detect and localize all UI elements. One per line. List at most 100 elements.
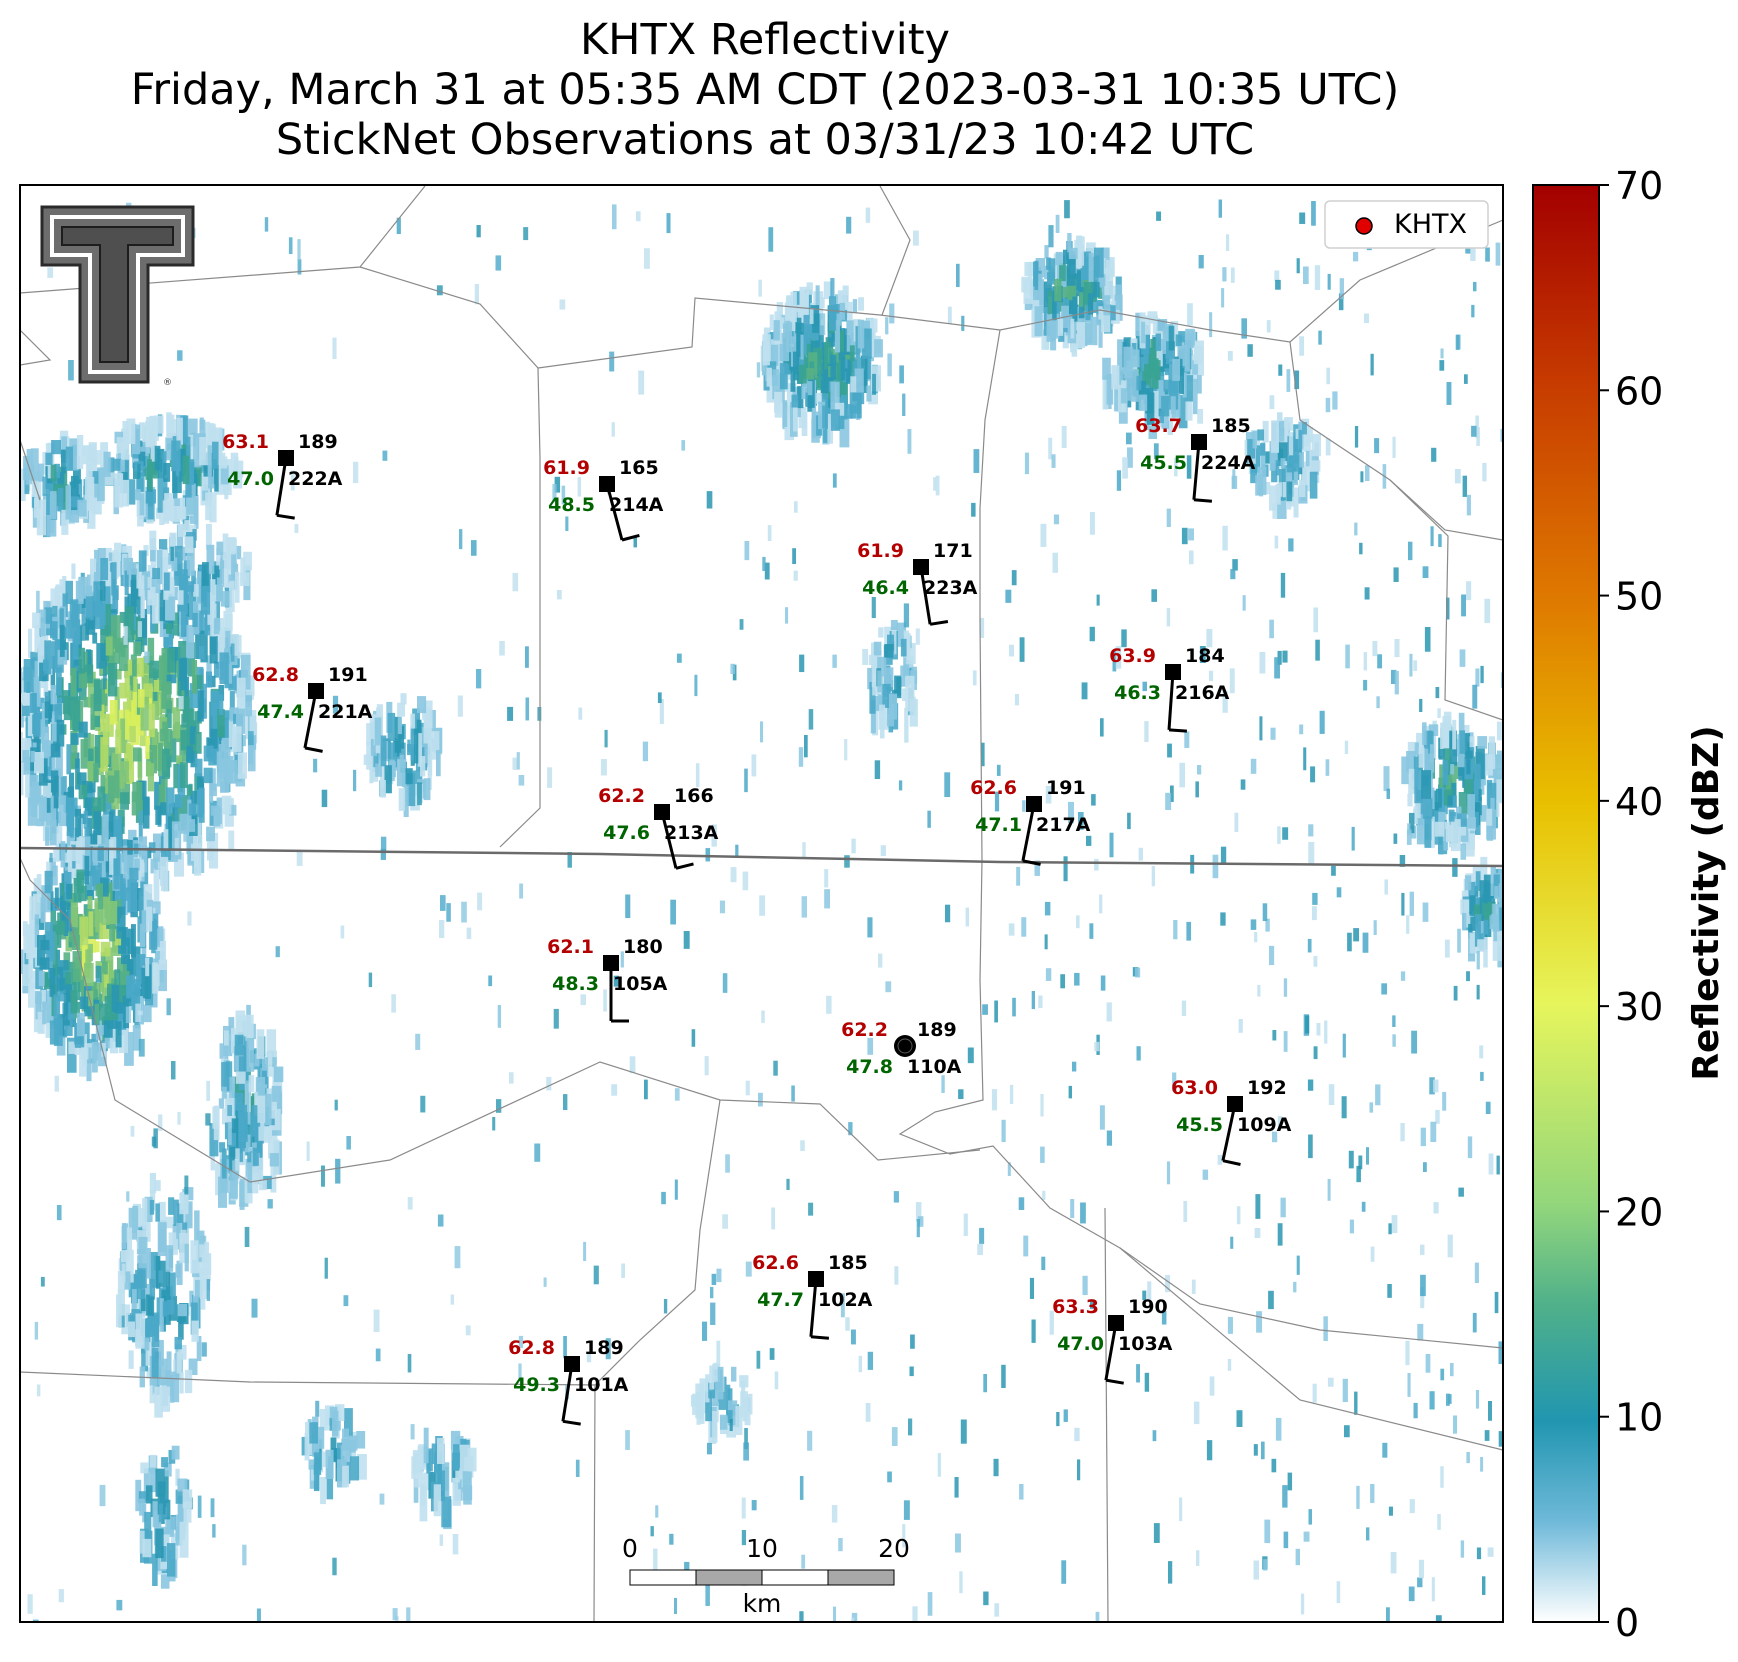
station-id: 110A [907,1056,962,1078]
station-temp: 61.9 [543,457,590,479]
station-101A: 62.8 189 49.3 101A [508,1337,629,1426]
station-wind-dir: 191 [328,664,368,686]
logo-registered-mark: ® [163,378,172,388]
station-temp: 62.8 [252,664,299,686]
station-wind-dir: 189 [917,1019,957,1041]
station-wind-dir: 185 [828,1252,868,1274]
station-id: 213A [664,822,719,844]
station-wind-dir: 166 [674,785,714,807]
wind-barb-flag [1222,1159,1241,1166]
radar-site-marker [894,1035,916,1057]
colorbar-tick-20: 20 [1615,1190,1663,1234]
station-dewpoint: 48.3 [552,973,599,995]
colorbar-tick-0: 0 [1615,1601,1639,1645]
legend-label: KHTX [1394,209,1467,240]
scale-bar: 0 10 20 km [622,1534,910,1618]
sticknet-stations: 63.1 189 47.0 222A 61.9 165 48.5 214A 61.9 171 46.… [222,415,1292,1426]
station-wind-dir: 192 [1247,1077,1287,1099]
station-temp: 63.9 [1109,645,1156,667]
wind-barb-flag [562,1419,581,1426]
station-temp: 61.9 [857,540,904,562]
station-temp: 62.8 [508,1337,555,1359]
station-marker [1026,796,1042,812]
station-105A: 62.1 180 48.3 105A [547,936,668,1023]
station-dewpoint: 47.1 [975,814,1022,836]
station-wind-dir: 184 [1185,645,1225,667]
station-id: 217A [1036,814,1091,836]
wind-barb [303,690,318,749]
wind-barb-flag [276,513,295,520]
station-marker [654,804,670,820]
station-marker [808,1271,824,1287]
station-id: 222A [288,468,343,490]
wind-barb-flag [1193,498,1213,503]
colorbar-tick-10: 10 [1615,1396,1663,1440]
texas-tech-logo: ® [40,205,195,388]
station-wind-dir: 185 [1211,415,1251,437]
wind-barb-flag [675,862,694,870]
title-line-2: Friday, March 31 at 05:35 AM CDT (2023-0… [130,65,1400,115]
colorbar: 0 10 20 30 40 50 60 70 Reflectivity (dBZ) [1532,164,1727,1645]
station-dewpoint: 47.6 [603,822,650,844]
station-id: 221A [318,701,373,723]
colorbar-gradient [1532,184,1600,1623]
station-110A: 62.2 189 47.8 110A [841,1019,962,1078]
colorbar-label: Reflectivity (dBZ) [1686,725,1727,1080]
wind-barb [1104,1322,1118,1381]
station-wind-dir: 189 [584,1337,624,1359]
station-id: 102A [818,1289,873,1311]
scale-unit: km [743,1589,782,1618]
station-id: 214A [609,494,664,516]
legend-marker-icon [1355,217,1373,235]
wind-barb [1192,441,1201,500]
station-marker [1191,434,1207,450]
wind-barb [561,1363,574,1422]
station-wind-dir: 189 [298,431,338,453]
station-103A: 63.3 190 47.0 103A [1052,1296,1173,1385]
station-222A: 63.1 189 47.0 222A [222,431,343,520]
station-marker [913,559,929,575]
station-marker [278,450,294,466]
station-temp: 62.2 [841,1019,888,1041]
wind-barb [809,1278,818,1337]
colorbar-tick-70: 70 [1615,164,1663,208]
station-temp: 62.2 [598,785,645,807]
colorbar-tick-30: 30 [1615,985,1663,1029]
county-boundaries [20,185,1503,1622]
station-217A: 62.6 191 47.1 217A [970,777,1091,866]
station-temp: 62.1 [547,936,594,958]
station-dewpoint: 45.5 [1140,452,1187,474]
station-id: 224A [1201,452,1256,474]
station-marker [1227,1096,1243,1112]
station-id: 105A [613,973,668,995]
wind-barb-flag [1105,1378,1124,1385]
station-temp: 62.6 [970,777,1017,799]
station-223A: 61.9 171 46.4 223A [857,540,978,626]
station-102A: 62.6 185 47.7 102A [752,1252,873,1340]
station-id: 103A [1118,1333,1173,1355]
station-wind-dir: 171 [933,540,973,562]
wind-barb-flag [304,746,323,753]
wind-barb [605,483,624,541]
station-marker [1165,664,1181,680]
colorbar-tick-50: 50 [1615,575,1663,619]
station-marker [1108,1315,1124,1331]
station-dewpoint: 47.7 [757,1289,804,1311]
station-marker [599,476,615,492]
station-dewpoint: 49.3 [513,1374,560,1396]
station-216A: 63.9 184 46.3 216A [1109,645,1230,733]
station-dewpoint: 47.0 [227,468,274,490]
legend-box [1324,200,1489,249]
map-frame [19,184,1504,1623]
wind-barb [1167,671,1175,731]
radar-site-ring [897,1038,913,1054]
station-wind-dir: 165 [619,457,659,479]
reflectivity-echoes [20,199,1503,1622]
colorbar-tick-40: 40 [1615,780,1663,824]
station-213A: 62.2 166 47.6 213A [598,785,719,870]
wind-barb [275,457,288,516]
wind-barb-flag [929,620,949,626]
wind-barb [919,566,932,625]
station-marker [564,1356,580,1372]
state-boundary [20,846,1503,868]
